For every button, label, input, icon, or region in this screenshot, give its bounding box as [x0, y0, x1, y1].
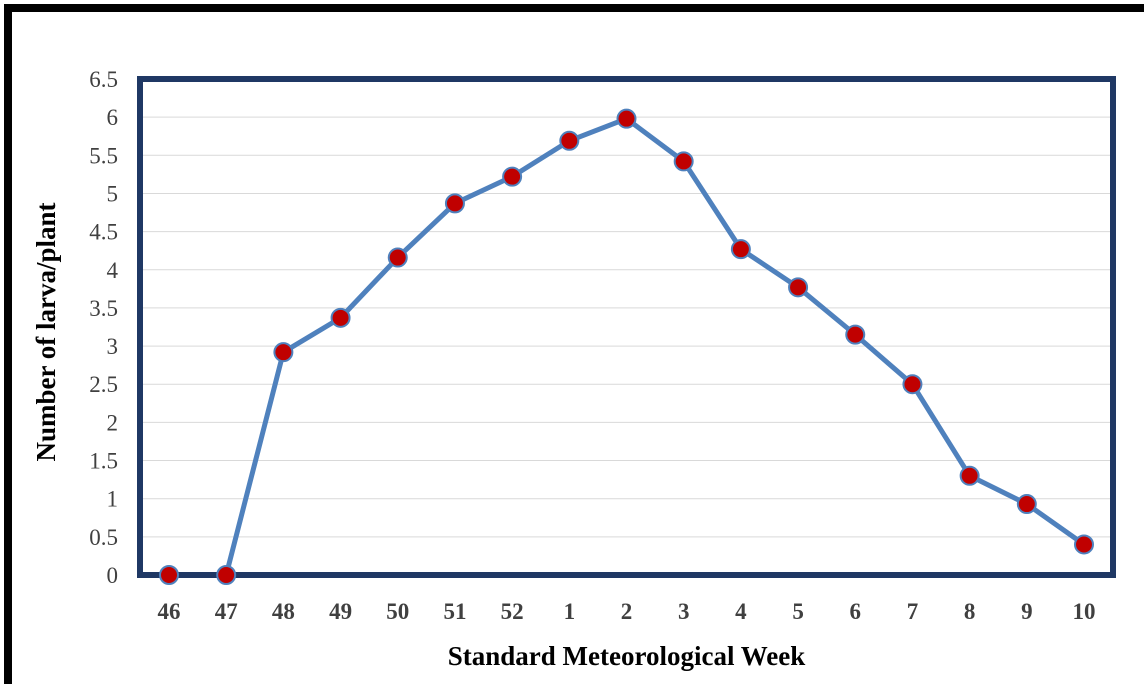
data-point	[387, 247, 408, 268]
y-tick-label: 1	[107, 487, 119, 512]
y-tick-label: 2.5	[89, 372, 118, 397]
series-line	[166, 116, 1087, 578]
markers-group	[159, 108, 1094, 585]
gridlines	[140, 78, 1113, 576]
data-point	[502, 166, 523, 187]
x-tick-label: 5	[792, 599, 804, 624]
x-tick-label: 52	[501, 599, 524, 624]
x-tick-label: 3	[678, 599, 690, 624]
x-tick-label: 1	[564, 599, 576, 624]
data-point	[616, 108, 637, 129]
y-tick-label: 4.5	[89, 220, 118, 245]
data-point	[1074, 534, 1094, 555]
x-tick-label: 6	[850, 599, 862, 624]
series-group	[166, 116, 1087, 578]
y-tick-label: 3	[107, 334, 119, 359]
x-tick-label: 49	[329, 599, 352, 624]
y-tick-label: 1.5	[89, 449, 118, 474]
y-tick-label: 3.5	[89, 296, 118, 321]
data-point	[216, 565, 237, 585]
y-tick-label: 5.5	[89, 143, 118, 168]
x-tick-label: 51	[443, 599, 466, 624]
data-point	[673, 151, 694, 172]
x-tick-label: 7	[907, 599, 919, 624]
x-tick-label: 48	[272, 599, 295, 624]
data-point	[330, 307, 351, 328]
y-tick-label: 6	[107, 105, 119, 130]
data-point	[902, 374, 923, 395]
x-tick-label: 4	[735, 599, 747, 624]
x-tick-label: 50	[386, 599, 409, 624]
x-tick-label: 10	[1073, 599, 1096, 624]
data-point	[845, 324, 866, 345]
y-axis-title: Number of larva/plant	[31, 202, 61, 461]
y-tick-label: 2	[107, 410, 119, 435]
data-point	[730, 239, 751, 260]
x-tick-label: 47	[215, 599, 238, 624]
plot-area-border	[137, 76, 1116, 578]
y-tick-label: 4	[107, 258, 119, 283]
data-point	[559, 130, 580, 151]
y-tick-label: 0	[107, 563, 119, 588]
data-point	[959, 465, 980, 486]
data-point	[1016, 494, 1037, 515]
y-axis-ticks: 0 0.5 1 1.5 2 2.5 3 3.5 4 4.5 5 5.5 6 6.5	[89, 67, 118, 588]
x-axis-ticks: 46 47 48 49 50 51 52 1 2 3 4 5 6 7 8 9 10	[158, 599, 1096, 624]
data-point	[444, 193, 465, 214]
x-tick-label: 2	[621, 599, 633, 624]
data-point	[788, 277, 809, 298]
y-tick-label: 6.5	[89, 67, 118, 92]
x-tick-label: 46	[158, 599, 181, 624]
y-tick-label: 0.5	[89, 525, 118, 550]
y-tick-label: 5	[107, 181, 119, 206]
x-axis-title: Standard Meteorological Week	[448, 641, 805, 671]
x-tick-label: 8	[964, 599, 976, 624]
x-tick-label: 9	[1021, 599, 1033, 624]
data-point	[273, 342, 294, 363]
data-point	[159, 565, 179, 585]
